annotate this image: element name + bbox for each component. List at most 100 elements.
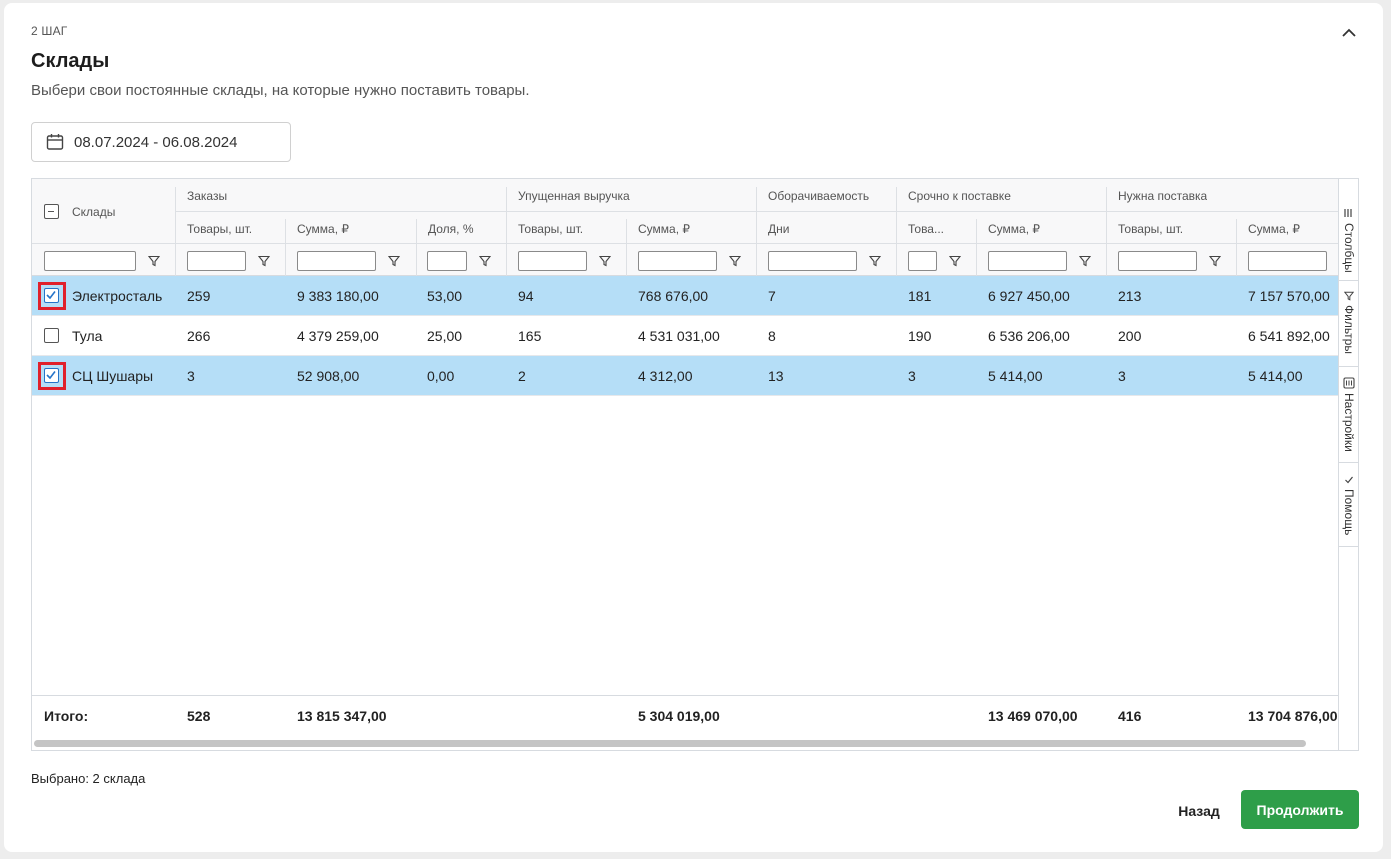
- header-separator: [896, 187, 897, 276]
- checkmark-icon: [46, 291, 56, 300]
- filter-icon: [1344, 291, 1354, 301]
- side-tab-columns[interactable]: Столбцы: [1339, 197, 1358, 281]
- date-range-value: 08.07.2024 - 06.08.2024: [74, 133, 238, 151]
- cell-warehouse-name: Тула: [72, 328, 103, 344]
- column-header-orders-sum[interactable]: Сумма, ₽: [297, 222, 350, 236]
- totals-label: Итого:: [44, 708, 89, 724]
- column-header-needed-sum[interactable]: Сумма, ₽: [1248, 222, 1301, 236]
- select-all-checkbox[interactable]: [44, 204, 59, 219]
- date-range-picker[interactable]: 08.07.2024 - 06.08.2024: [31, 122, 291, 162]
- column-header-orders-qty[interactable]: Товары, шт.: [187, 222, 253, 236]
- filter-icon[interactable]: [869, 255, 881, 267]
- table-row[interactable]: Электросталь 259 9 383 180,00 53,00 94 7…: [32, 276, 1338, 316]
- cell: 181: [908, 288, 932, 304]
- cell: 9 383 180,00: [297, 288, 379, 304]
- cell: 165: [518, 328, 542, 344]
- continue-button[interactable]: Продолжить: [1241, 790, 1359, 829]
- highlight-box: [38, 282, 66, 310]
- row-checkbox[interactable]: [44, 328, 59, 343]
- filter-icon[interactable]: [148, 255, 160, 267]
- header-separator: [416, 219, 417, 276]
- filter-icon[interactable]: [949, 255, 961, 267]
- filter-icon[interactable]: [1209, 255, 1221, 267]
- group-header-urgent-supply: Срочно к поставке: [908, 189, 1011, 203]
- column-header-turnover-days[interactable]: Дни: [768, 222, 790, 236]
- chevron-up-icon: [1342, 28, 1356, 37]
- column-header-urgent-sum[interactable]: Сумма, ₽: [988, 222, 1041, 236]
- group-header-supply-needed: Нужна поставка: [1118, 189, 1208, 203]
- cell: 2: [518, 368, 526, 384]
- calendar-icon: [46, 134, 64, 150]
- table-totals-row: Итого: 528 13 815 347,00 5 304 019,00 13…: [32, 695, 1338, 736]
- filter-input-orders-share[interactable]: [427, 251, 467, 271]
- horizontal-scrollbar[interactable]: [34, 740, 1306, 747]
- cell: 6 927 450,00: [988, 288, 1070, 304]
- filter-input-needed-sum[interactable]: [1248, 251, 1327, 271]
- cell: 3: [187, 368, 195, 384]
- side-tab-filters[interactable]: Фильтры: [1339, 281, 1358, 367]
- filter-input-needed-qty[interactable]: [1118, 251, 1197, 271]
- header-separator: [506, 187, 507, 276]
- cell-warehouse-name: СЦ Шушары: [72, 368, 154, 384]
- cell: 4 531 031,00: [638, 328, 720, 344]
- cell: 4 379 259,00: [297, 328, 379, 344]
- warehouses-table: Склады Заказы Упущенная выручка Оборачив…: [31, 178, 1359, 751]
- column-header-urgent-qty[interactable]: Това...: [908, 222, 944, 236]
- cell: 213: [1118, 288, 1142, 304]
- table-row[interactable]: Тула 266 4 379 259,00 25,00 165 4 531 03…: [32, 316, 1338, 356]
- back-button[interactable]: Назад: [1159, 791, 1239, 831]
- group-header-turnover: Оборачиваемость: [768, 189, 870, 203]
- cell: 5 414,00: [988, 368, 1043, 384]
- column-header-lost-sum[interactable]: Сумма, ₽: [638, 222, 691, 236]
- total-cell: 13 815 347,00: [297, 708, 387, 724]
- checkmark-icon: [46, 371, 56, 380]
- filter-input-lost-qty[interactable]: [518, 251, 587, 271]
- cell: 8: [768, 328, 776, 344]
- total-cell: 13 469 070,00: [988, 708, 1078, 724]
- filter-input-lost-sum[interactable]: [638, 251, 717, 271]
- column-header-needed-qty[interactable]: Товары, шт.: [1118, 222, 1184, 236]
- filter-input-turnover-days[interactable]: [768, 251, 857, 271]
- filter-icon[interactable]: [479, 255, 491, 267]
- table-row[interactable]: СЦ Шушары 3 52 908,00 0,00 2 4 312,00 13…: [32, 356, 1338, 396]
- cell: 768 676,00: [638, 288, 709, 304]
- side-tab-help-label: Помощь: [1342, 489, 1356, 536]
- row-checkbox[interactable]: [44, 288, 59, 303]
- column-header-orders-share[interactable]: Доля, %: [428, 222, 474, 236]
- side-tab-settings[interactable]: Настройки: [1339, 367, 1358, 463]
- filter-icon[interactable]: [388, 255, 400, 267]
- header-separator: [976, 219, 977, 276]
- filter-icon[interactable]: [729, 255, 741, 267]
- header-separator: [285, 219, 286, 276]
- minus-icon: [48, 210, 54, 212]
- collapse-button[interactable]: [1339, 23, 1359, 43]
- filter-icon[interactable]: [599, 255, 611, 267]
- row-checkbox[interactable]: [44, 368, 59, 383]
- column-header-lost-qty[interactable]: Товары, шт.: [518, 222, 584, 236]
- side-tab-help[interactable]: Помощь: [1339, 463, 1358, 547]
- total-cell: 416: [1118, 708, 1142, 724]
- highlight-box: [38, 362, 66, 390]
- filter-input-orders-qty[interactable]: [187, 251, 246, 271]
- header-divider: [32, 243, 1338, 244]
- cell: 4 312,00: [638, 368, 693, 384]
- side-tab-filters-label: Фильтры: [1342, 305, 1356, 354]
- page-title: Склады: [31, 50, 110, 72]
- cell: 266: [187, 328, 211, 344]
- filter-input-urgent-qty[interactable]: [908, 251, 937, 271]
- table-header: Склады Заказы Упущенная выручка Оборачив…: [32, 179, 1338, 276]
- filter-input-orders-sum[interactable]: [297, 251, 376, 271]
- filter-input-warehouse[interactable]: [44, 251, 136, 271]
- side-tab-settings-label: Настройки: [1342, 393, 1356, 452]
- cell: 52 908,00: [297, 368, 360, 384]
- filter-input-urgent-sum[interactable]: [988, 251, 1067, 271]
- filter-icon[interactable]: [1079, 255, 1091, 267]
- filter-icon[interactable]: [258, 255, 270, 267]
- total-cell: 528: [187, 708, 211, 724]
- side-tab-columns-label: Столбцы: [1342, 223, 1356, 273]
- cell: 190: [908, 328, 932, 344]
- side-panel: Столбцы Фильтры Настройки Помощь: [1338, 179, 1358, 750]
- cell: 13: [768, 368, 784, 384]
- header-separator: [626, 219, 627, 276]
- total-cell: 13 704 876,00: [1248, 708, 1338, 724]
